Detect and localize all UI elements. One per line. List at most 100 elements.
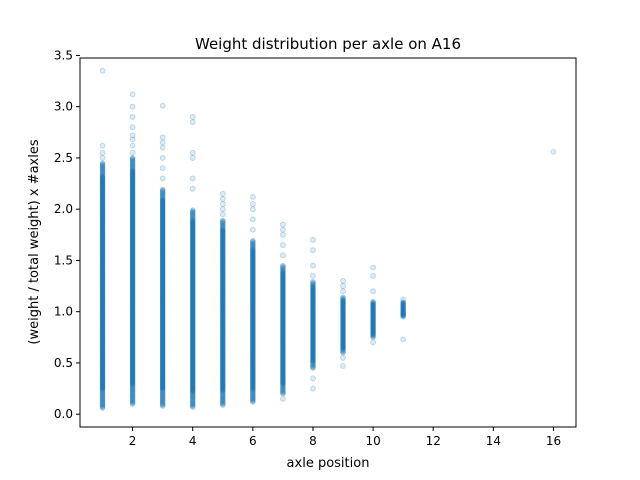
- data-point: [249, 193, 256, 200]
- data-point: [310, 385, 316, 392]
- x-tick-label: 10: [365, 434, 380, 448]
- y-tick-label: 2.5: [54, 151, 73, 165]
- data-point: [129, 390, 136, 396]
- data-point: [189, 394, 196, 400]
- axle-8-points: [310, 237, 316, 392]
- data-point: [189, 155, 196, 161]
- data-point: [99, 395, 106, 401]
- data-point: [249, 226, 256, 233]
- data-point: [310, 247, 316, 254]
- data-point: [280, 388, 286, 395]
- plot-area-frame: [79, 57, 577, 428]
- data-point: [249, 206, 256, 213]
- data-point: [129, 142, 136, 149]
- data-point: [340, 354, 346, 361]
- data-point: [219, 394, 226, 401]
- data-point: [400, 310, 407, 317]
- data-point: [129, 391, 136, 397]
- data-point: [370, 339, 376, 346]
- data-point: [220, 227, 226, 233]
- data-point: [129, 157, 136, 164]
- data-point: [99, 165, 106, 171]
- data-point: [159, 400, 166, 407]
- x-axis-label: axle position: [287, 456, 370, 471]
- data-point: [189, 119, 196, 125]
- axle-4-points: [189, 114, 196, 410]
- data-point: [129, 161, 136, 167]
- axle-9-points: [340, 278, 346, 369]
- data-point: [99, 166, 106, 173]
- x-axis: 2 4 6 8 10 12 14 16: [129, 427, 561, 448]
- data-point: [189, 211, 196, 217]
- data-point: [219, 393, 226, 400]
- data-point: [250, 391, 256, 398]
- data-point: [310, 237, 316, 243]
- data-point: [219, 400, 226, 407]
- data-point: [310, 284, 316, 290]
- data-point: [219, 392, 226, 398]
- data-point: [129, 401, 136, 407]
- data-point: [99, 164, 106, 170]
- data-point: [159, 144, 166, 151]
- data-point: [129, 398, 136, 405]
- data-point: [129, 397, 136, 404]
- data-point: [219, 217, 226, 224]
- data-point: [159, 155, 166, 161]
- data-point: [99, 400, 106, 406]
- y-tick-label: 3.0: [54, 100, 73, 114]
- data-point: [189, 208, 196, 215]
- data-point: [189, 396, 196, 403]
- data-point: [129, 393, 136, 400]
- data-point: [129, 160, 136, 166]
- data-point: [129, 132, 136, 139]
- data-point: [99, 167, 106, 174]
- data-point: [159, 390, 166, 397]
- axle-11-points: [400, 296, 407, 343]
- data-point: [159, 191, 166, 198]
- x-tick-label: 8: [309, 434, 317, 448]
- data-point: [129, 114, 136, 120]
- axle-3-points: [159, 102, 166, 409]
- data-point: [370, 264, 376, 271]
- data-point: [129, 396, 136, 402]
- data-point: [99, 396, 106, 403]
- data-point: [99, 405, 106, 411]
- data-point: [159, 187, 166, 194]
- data-point: [189, 207, 196, 214]
- data-point: [159, 395, 166, 402]
- data-point: [219, 196, 226, 202]
- data-point: [280, 242, 286, 248]
- data-point: [159, 401, 166, 408]
- data-point: [219, 399, 226, 406]
- data-point: [340, 363, 346, 369]
- data-point: [249, 216, 256, 223]
- data-point: [219, 218, 226, 225]
- data-point: [310, 279, 316, 285]
- data-point: [280, 390, 286, 397]
- data-point: [129, 394, 136, 401]
- data-point: [99, 391, 106, 398]
- data-point: [310, 272, 316, 279]
- points-layer: [99, 67, 557, 411]
- data-point: [219, 396, 226, 402]
- y-axis-label: (weight / total weight) x #axles: [27, 139, 42, 344]
- data-point: [219, 397, 226, 403]
- data-point: [189, 114, 196, 120]
- y-axis: 0.0 0.5 1.0 1.5 2.0 2.5 3.0 3.5: [54, 48, 80, 421]
- x-tick-label: 16: [546, 434, 561, 448]
- data-point: [129, 399, 136, 406]
- data-point: [99, 392, 106, 399]
- x-tick-label: 6: [249, 434, 257, 448]
- data-point: [129, 124, 136, 131]
- data-point: [129, 156, 136, 162]
- data-point: [190, 218, 196, 224]
- data-point: [340, 288, 346, 295]
- data-point: [370, 272, 376, 279]
- data-point: [159, 189, 166, 195]
- data-point: [370, 301, 376, 307]
- data-point: [310, 375, 316, 382]
- data-point: [400, 336, 407, 343]
- data-point: [250, 395, 256, 401]
- data-point: [310, 365, 316, 371]
